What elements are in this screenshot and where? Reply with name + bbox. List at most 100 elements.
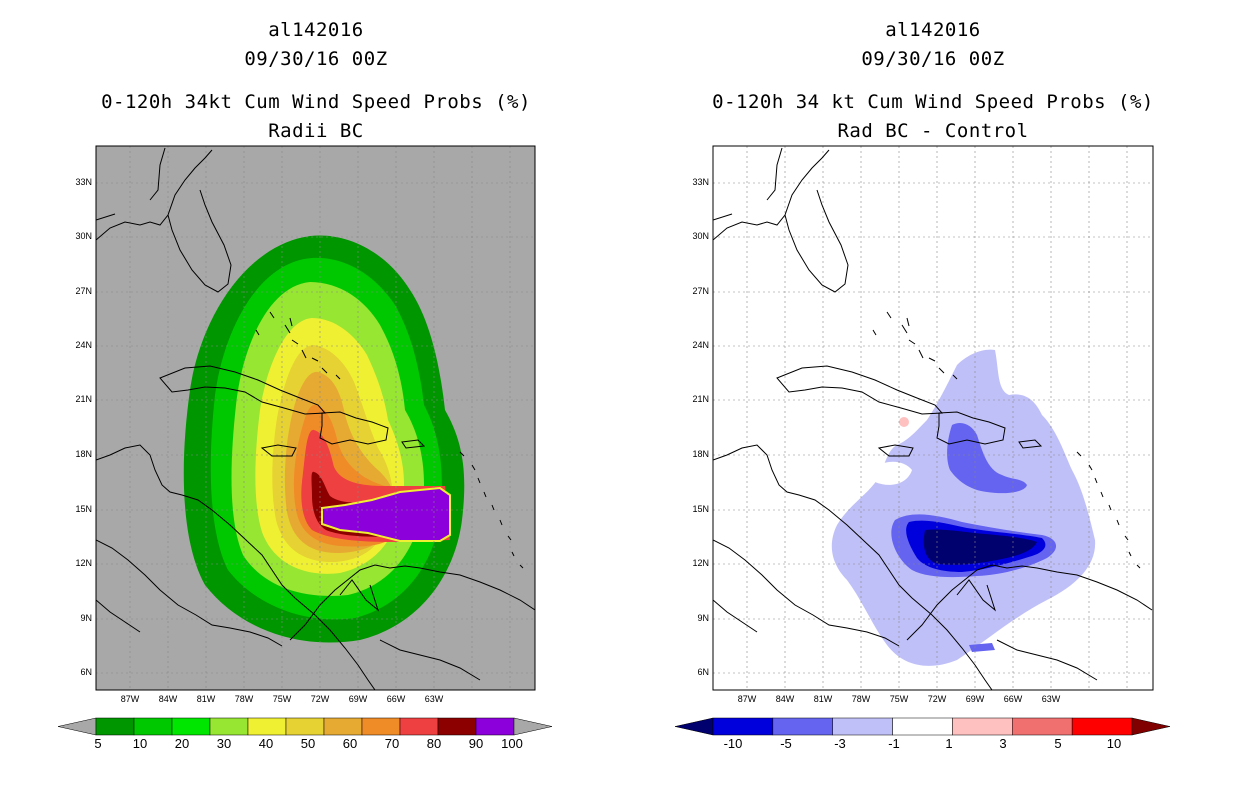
lon-label: 69W (348, 694, 368, 704)
lat-label: 30N (75, 231, 92, 241)
left-colorbar-swatch (323, 717, 363, 736)
lon-label: 81W (196, 694, 216, 704)
left-colorbar-swatch (475, 717, 515, 736)
diff-light-blue (831, 349, 1096, 666)
right-colorbar-swatch (772, 717, 833, 736)
left-map-frame (95, 145, 536, 691)
lat-label: 6N (697, 667, 709, 677)
diff-blue-patch (969, 643, 995, 652)
lon-label: 69W (965, 694, 985, 704)
left-colorbar-swatch (95, 717, 135, 736)
right-map-frame (712, 145, 1154, 691)
right-title-storm: al142016 (885, 19, 981, 41)
lat-label: 24N (75, 340, 92, 350)
lat-label: 24N (692, 340, 709, 350)
lon-label: 81W (813, 694, 833, 704)
lon-label: 66W (386, 694, 406, 704)
lat-label: 15N (75, 504, 92, 514)
lat-label: 30N (692, 231, 709, 241)
lon-label: 63W (1041, 694, 1061, 704)
lon-label: 78W (851, 694, 871, 704)
left-colorbar-over-triangle (513, 717, 553, 736)
lon-label: 84W (158, 694, 178, 704)
contour-100 (321, 486, 451, 542)
right-map (713, 146, 1153, 690)
colorbar-label: -1 (888, 736, 900, 751)
colorbar-label: 10 (132, 736, 148, 751)
colorbar-label: -3 (834, 736, 846, 751)
colorbar-label: 40 (258, 736, 274, 751)
lat-label: 33N (692, 177, 709, 187)
right-colorbar-swatch (832, 717, 893, 736)
left-colorbar-swatch (437, 717, 477, 736)
lat-label: 6N (80, 667, 92, 677)
lon-label: 87W (120, 694, 140, 704)
lat-label: 15N (692, 504, 709, 514)
right-colorbar (674, 717, 1171, 736)
right-difference-contours (831, 349, 1096, 666)
lat-label: 27N (75, 286, 92, 296)
lat-label: 21N (692, 394, 709, 404)
lat-label: 33N (75, 177, 92, 187)
left-map (96, 146, 535, 690)
colorbar-label: 100 (501, 736, 523, 751)
colorbar-label: -5 (780, 736, 792, 751)
right-title-date: 09/30/16 00Z (861, 48, 1005, 70)
lat-label: 12N (75, 558, 92, 568)
right-colorbar-over-triangle (1131, 717, 1171, 736)
left-colorbar-under-triangle (57, 717, 97, 736)
colorbar-label: 5 (1054, 736, 1062, 751)
colorbar-label: -10 (723, 736, 743, 751)
colorbar-label: 90 (468, 736, 484, 751)
left-colorbar-swatch (285, 717, 325, 736)
right-title-variant: Rad BC - Control (837, 120, 1029, 142)
left-colorbar (57, 717, 553, 736)
colorbar-label: 5 (94, 736, 102, 751)
colorbar-label: 50 (300, 736, 316, 751)
left-colorbar-swatch (399, 717, 439, 736)
lat-label: 27N (692, 286, 709, 296)
colorbar-label: 1 (945, 736, 953, 751)
diff-white-hole (872, 461, 912, 485)
left-colorbar-swatch (133, 717, 173, 736)
lon-label: 75W (272, 694, 292, 704)
lon-label: 87W (737, 694, 757, 704)
colorbar-label: 70 (384, 736, 400, 751)
left-colorbar-swatch (247, 717, 287, 736)
lon-label: 72W (927, 694, 947, 704)
colorbar-label: 60 (342, 736, 358, 751)
right-title-product: 0-120h 34 kt Cum Wind Speed Probs (%) (712, 91, 1154, 113)
lon-label: 66W (1003, 694, 1023, 704)
colorbar-label: 80 (426, 736, 442, 751)
lat-label: 21N (75, 394, 92, 404)
lon-label: 78W (234, 694, 254, 704)
left-title-product: 0-120h 34kt Cum Wind Speed Probs (%) (101, 91, 531, 113)
lon-label: 84W (775, 694, 795, 704)
left-title-storm: al142016 (268, 19, 364, 41)
left-title-date: 09/30/16 00Z (244, 48, 388, 70)
left-colorbar-swatch (171, 717, 211, 736)
right-colorbar-swatch (1012, 717, 1073, 736)
lat-label: 18N (75, 449, 92, 459)
left-colorbar-swatch (361, 717, 401, 736)
right-colorbar-swatch (712, 717, 774, 736)
lon-label: 63W (424, 694, 444, 704)
colorbar-label: 30 (216, 736, 232, 751)
right-colorbar-swatch (892, 717, 953, 736)
colorbar-label: 3 (999, 736, 1007, 751)
diff-light-pink (899, 417, 909, 427)
left-title-variant: Radii BC (268, 120, 364, 142)
lat-label: 18N (692, 449, 709, 459)
right-colorbar-swatch (1071, 717, 1133, 736)
colorbar-label: 10 (1106, 736, 1122, 751)
lon-label: 72W (310, 694, 330, 704)
right-colorbar-under-triangle (674, 717, 714, 736)
lat-label: 9N (80, 613, 92, 623)
left-colorbar-swatch (209, 717, 249, 736)
right-colorbar-swatch (952, 717, 1013, 736)
diff-mid-blue (947, 423, 1027, 494)
colorbar-label: 20 (174, 736, 190, 751)
lat-label: 12N (692, 558, 709, 568)
lon-label: 75W (889, 694, 909, 704)
diff-darkest-blue (923, 529, 1037, 565)
